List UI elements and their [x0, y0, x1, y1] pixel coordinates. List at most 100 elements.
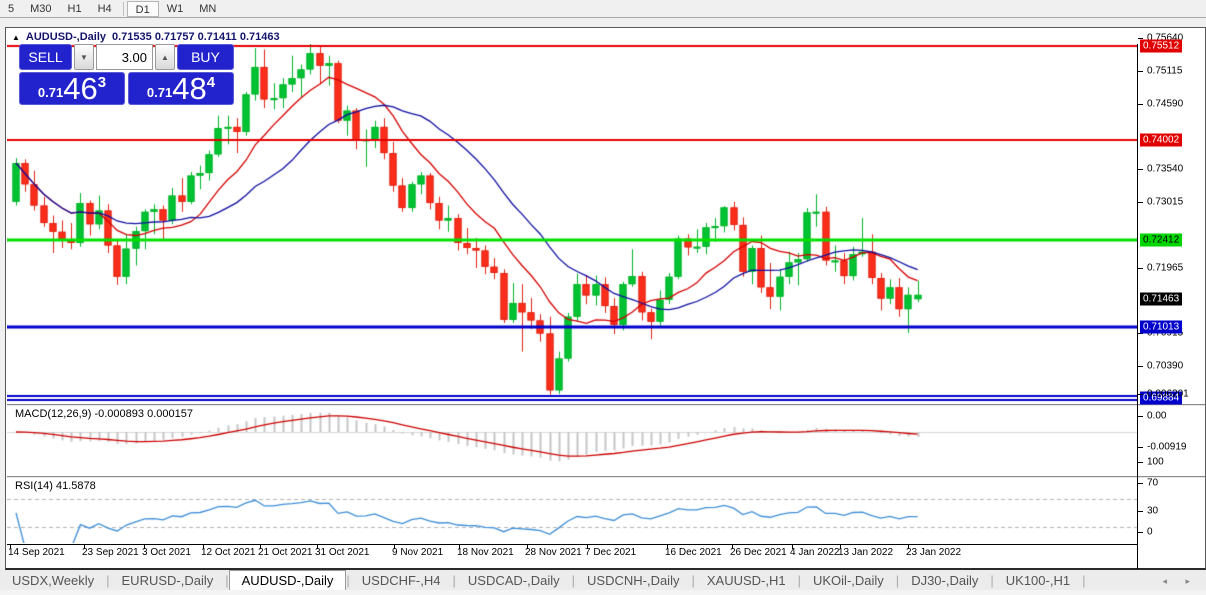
timeframe-toolbar: 5 M30 H1 H4 D1 W1 MN	[0, 0, 1206, 18]
status-bar	[0, 590, 1206, 595]
volume-decrease-button[interactable]: ▼	[74, 44, 94, 70]
tab-separator: |	[452, 573, 456, 588]
date-tick-6: 9 Nov 2021	[392, 547, 444, 558]
tab-xauusd-h1[interactable]: XAUUSD-,H1	[706, 573, 786, 588]
buy-price-pip: 4	[206, 74, 216, 91]
tab-audusd-daily[interactable]: AUDUSD-,Daily	[228, 570, 347, 590]
one-click-trade-panel: SELL ▼ 3.00 ▲ BUY 0.71 46 3 0.71 48	[19, 44, 234, 105]
date-tick-12: 4 Jan 2022	[790, 547, 840, 558]
price-badge-0.72412: 0.72412	[1140, 233, 1183, 247]
rsi-panel-canvas[interactable]	[7, 479, 1137, 543]
tab-uk100-h1[interactable]: UK100-,H1	[1005, 573, 1071, 588]
rsi-tick-3: 0	[1147, 526, 1153, 538]
chevron-up-icon: ▲	[161, 52, 169, 62]
chart-tab-bar: USDX,Weekly | EURUSD-,Daily | AUDUSD-,Daily |…	[0, 570, 1206, 590]
chart-window: ▲ AUDUSD-,Daily 0.71535 0.71757 0.71411 …	[5, 27, 1206, 570]
tab-ukoil-daily[interactable]: UKOil-,Daily	[813, 573, 884, 588]
date-tick-dash-12	[792, 545, 793, 549]
rsi-tick-0: 100	[1147, 456, 1164, 468]
volume-input[interactable]: 3.00	[96, 44, 153, 70]
date-axis: 14 Sep 2021 23 Sep 2021 3 Oct 2021 12 Oct 2…	[7, 544, 1137, 568]
price-tick-0: 0.75640	[1147, 32, 1184, 44]
price-tick-6-dash	[1138, 333, 1143, 335]
date-tick-dash-9	[587, 545, 588, 549]
date-tick-dash-6	[394, 545, 395, 549]
price-badge-0.75512: 0.75512	[1140, 39, 1183, 53]
buy-price-button[interactable]: 0.71 48 4	[128, 72, 234, 105]
timeframe-button-mn[interactable]: MN	[199, 2, 217, 15]
tab-separator: |	[1082, 573, 1086, 588]
rsi-tick-2-dash	[1138, 511, 1143, 512]
price-tick-1-dash	[1138, 71, 1143, 72]
date-tick-3: 12 Oct 2021	[201, 547, 256, 558]
price-tick-2-dash	[1138, 103, 1143, 105]
chevron-down-icon: ▼	[80, 52, 88, 62]
date-tick-dash-11	[732, 545, 733, 549]
date-tick-dash-2	[144, 545, 145, 549]
date-tick-dash-14	[908, 545, 909, 549]
date-tick-8: 28 Nov 2021	[525, 547, 582, 558]
price-tick-5-dash	[1138, 267, 1143, 269]
tab-separator: |	[225, 573, 229, 588]
timeframe-button-5[interactable]: 5	[8, 2, 15, 15]
tab-dj30-daily[interactable]: DJ30-,Daily	[911, 573, 979, 588]
tab-usdcad-daily[interactable]: USDCAD-,Daily	[467, 573, 560, 588]
date-tick-9: 7 Dec 2021	[585, 547, 637, 558]
rsi-label: RSI(14) 41.5878	[15, 480, 96, 492]
tab-usdcnh-daily[interactable]: USDCNH-,Daily	[587, 573, 680, 588]
price-badge-0.69884: 0.69884	[1140, 391, 1183, 405]
price-tick-4: 0.73015	[1147, 196, 1184, 208]
volume-increase-button[interactable]: ▲	[155, 44, 175, 70]
price-badge-0.74002: 0.74002	[1140, 133, 1183, 147]
chart-ohlc-values: 0.71535 0.71757 0.71411 0.71463	[112, 31, 280, 43]
symbol-marker-icon: ▲	[12, 32, 20, 42]
chart-title-row: ▲ AUDUSD-,Daily 0.71535 0.71757 0.71411 …	[12, 30, 280, 44]
date-tick-0: 14 Sep 2021	[8, 547, 65, 558]
tab-separator: |	[691, 573, 695, 588]
date-tick-dash-0	[10, 545, 11, 549]
timeframe-button-w1[interactable]: W1	[166, 2, 184, 15]
macd-tick-2: -0.00919	[1147, 441, 1187, 453]
sell-button[interactable]: SELL	[19, 44, 72, 70]
tab-usdchf-h4[interactable]: USDCHF-,H4	[361, 573, 441, 588]
date-tick-dash-4	[260, 545, 261, 549]
timeframe-button-m30[interactable]: M30	[30, 2, 52, 15]
macd-tick-0: 0.006201	[1147, 388, 1189, 400]
macd-tick-0-dash	[1138, 394, 1143, 395]
date-tick-dash-10	[667, 545, 668, 549]
date-tick-10: 16 Dec 2021	[665, 547, 722, 558]
tab-scroll-arrows[interactable]: ◂ ▸	[1162, 576, 1198, 586]
tab-separator: |	[571, 573, 576, 588]
tab-separator: |	[990, 573, 994, 588]
macd-label: MACD(12,26,9) -0.000893 0.000157	[15, 408, 193, 420]
tab-separator: |	[106, 573, 110, 588]
timeframe-button-h4[interactable]: H4	[97, 2, 112, 15]
sell-price-big: 46	[63, 71, 98, 106]
pane-separator-macd[interactable]	[7, 404, 1205, 406]
toolbar-separator	[122, 1, 124, 16]
price-tick-3-dash	[1138, 169, 1143, 171]
macd-tick-2-dash	[1138, 447, 1143, 448]
chart-title: AUDUSD-,Daily	[25, 31, 106, 43]
sell-price-button[interactable]: 0.71 46 3	[19, 72, 125, 105]
price-tick-7: 0.70390	[1147, 360, 1184, 372]
timeframe-button-h1[interactable]: H1	[67, 2, 82, 15]
macd-panel-canvas[interactable]	[7, 407, 1137, 475]
date-tick-4: 21 Oct 2021	[258, 547, 313, 558]
buy-button[interactable]: BUY	[177, 44, 234, 70]
tab-eurusd-daily[interactable]: EURUSD-,Daily	[121, 573, 214, 588]
price-tick-7-dash	[1138, 365, 1143, 367]
tab-separator: |	[895, 573, 900, 588]
date-tick-dash-7	[459, 545, 460, 549]
pane-separator-rsi[interactable]	[7, 476, 1205, 478]
date-tick-11: 26 Dec 2021	[730, 547, 787, 558]
price-badge-0.71463: 0.71463	[1140, 292, 1183, 306]
date-tick-dash-5	[317, 545, 318, 549]
price-tick-2: 0.74590	[1147, 98, 1184, 110]
price-badge-0.71013: 0.71013	[1140, 320, 1183, 334]
sell-price-prefix: 0.71	[37, 85, 64, 100]
tab-usdx-weekly[interactable]: USDX,Weekly	[12, 573, 95, 588]
rsi-tick-0-dash	[1138, 462, 1143, 463]
timeframe-button-d1[interactable]: D1	[126, 0, 159, 17]
